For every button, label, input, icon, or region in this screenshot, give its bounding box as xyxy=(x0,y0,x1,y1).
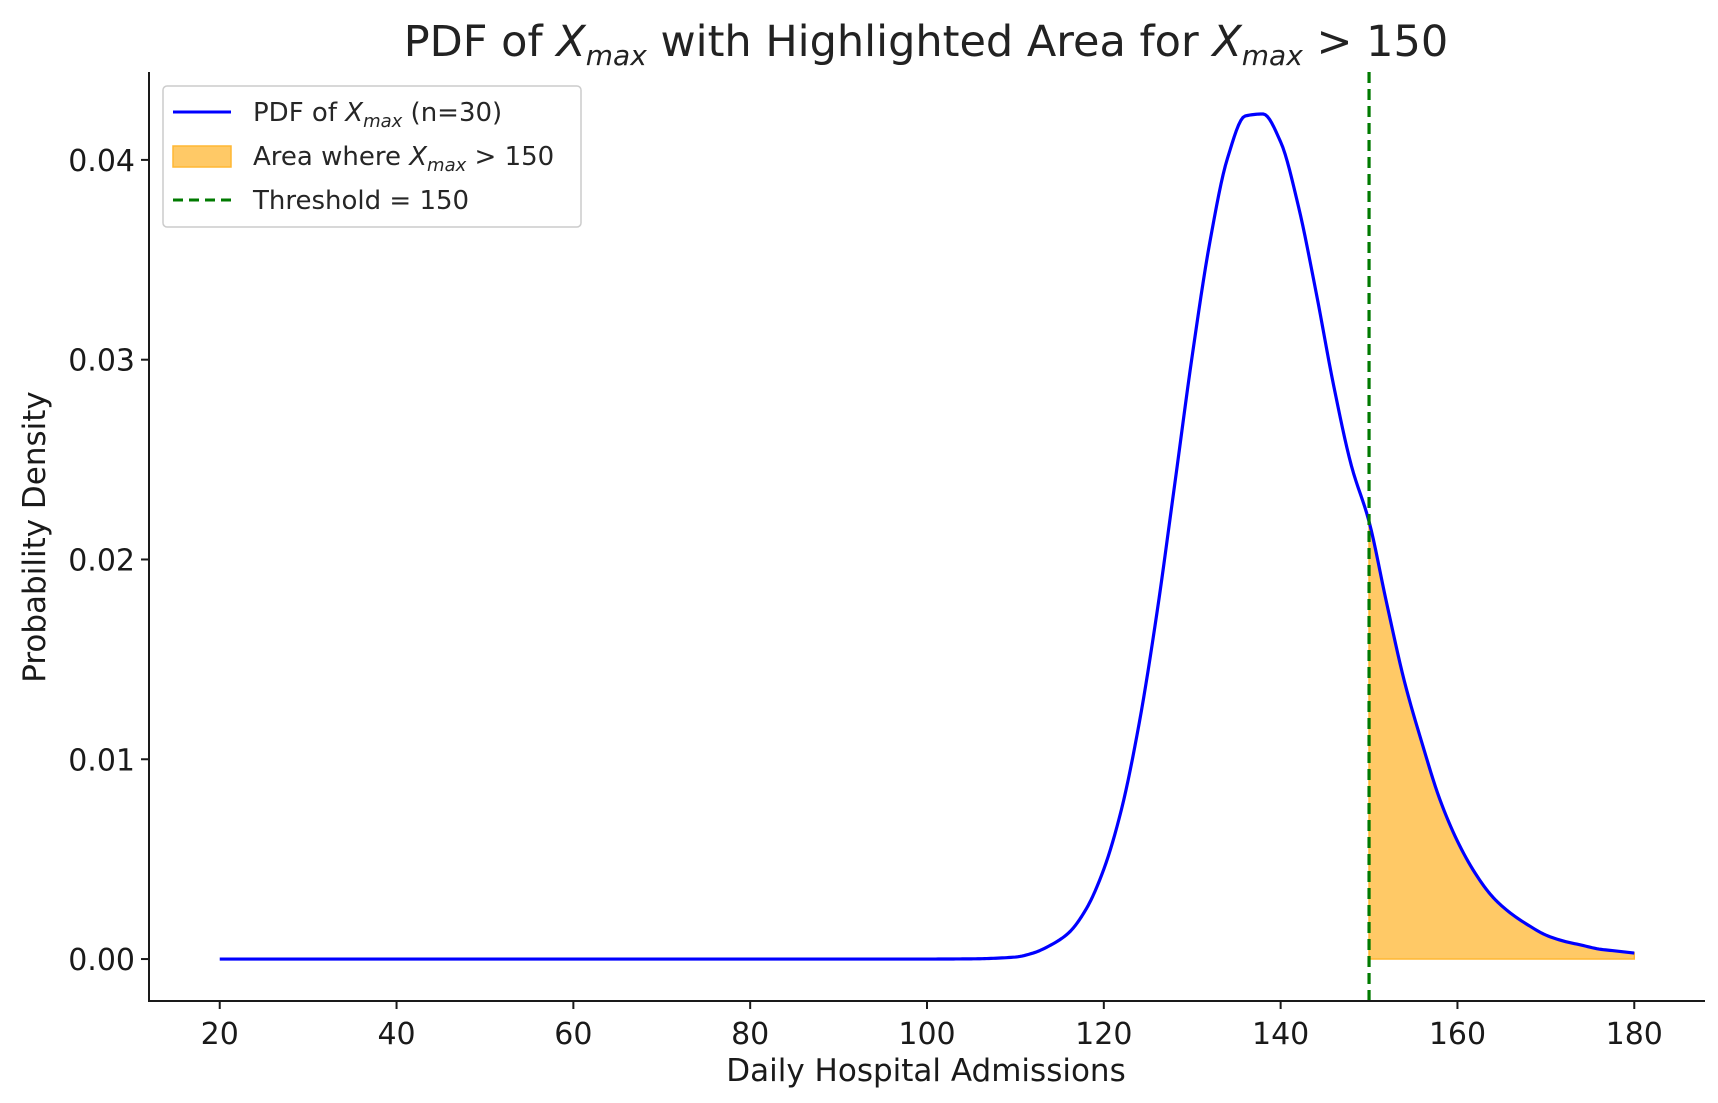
legend-pdf-label: PDF of Xmax (n=30) xyxy=(253,98,502,132)
highlighted-area xyxy=(1368,521,1636,960)
legend-threshold-label: Threshold = 150 xyxy=(252,186,469,216)
y-axis-label: Probability Density xyxy=(17,391,53,683)
pdf-line xyxy=(219,112,1635,961)
legend: PDF of Xmax (n=30) Area where Xmax > 150… xyxy=(162,85,582,228)
y-tick-label: 0.02 xyxy=(68,543,135,578)
legend-area-swatch xyxy=(172,145,232,168)
chart-title: PDF of Xmax with Highlighted Area for Xm… xyxy=(404,17,1449,72)
x-tick-label: 60 xyxy=(554,1017,592,1052)
legend-frame xyxy=(162,85,582,228)
x-tick-label: 100 xyxy=(898,1017,955,1052)
x-axis-label: Daily Hospital Admissions xyxy=(726,1053,1125,1089)
y-tick-label: 0.00 xyxy=(68,943,135,978)
pdf-line-layer xyxy=(219,112,1635,961)
x-axis-ticks: 20 40 60 80 100 120 140 160 180 xyxy=(201,1001,1663,1052)
y-tick-label: 0.01 xyxy=(68,743,135,778)
y-axis-ticks: 0.00 0.01 0.02 0.03 0.04 xyxy=(68,144,149,978)
legend-area-label: Area where Xmax > 150 xyxy=(253,142,554,176)
x-tick-label: 160 xyxy=(1429,1017,1486,1052)
x-tick-label: 80 xyxy=(731,1017,769,1052)
x-tick-label: 120 xyxy=(1075,1017,1132,1052)
y-tick-label: 0.04 xyxy=(68,144,135,179)
x-tick-label: 180 xyxy=(1606,1017,1663,1052)
x-tick-label: 20 xyxy=(201,1017,239,1052)
x-tick-label: 40 xyxy=(377,1017,415,1052)
x-tick-label: 140 xyxy=(1252,1017,1309,1052)
y-tick-label: 0.03 xyxy=(68,344,135,379)
highlighted-area-layer xyxy=(1368,521,1636,960)
